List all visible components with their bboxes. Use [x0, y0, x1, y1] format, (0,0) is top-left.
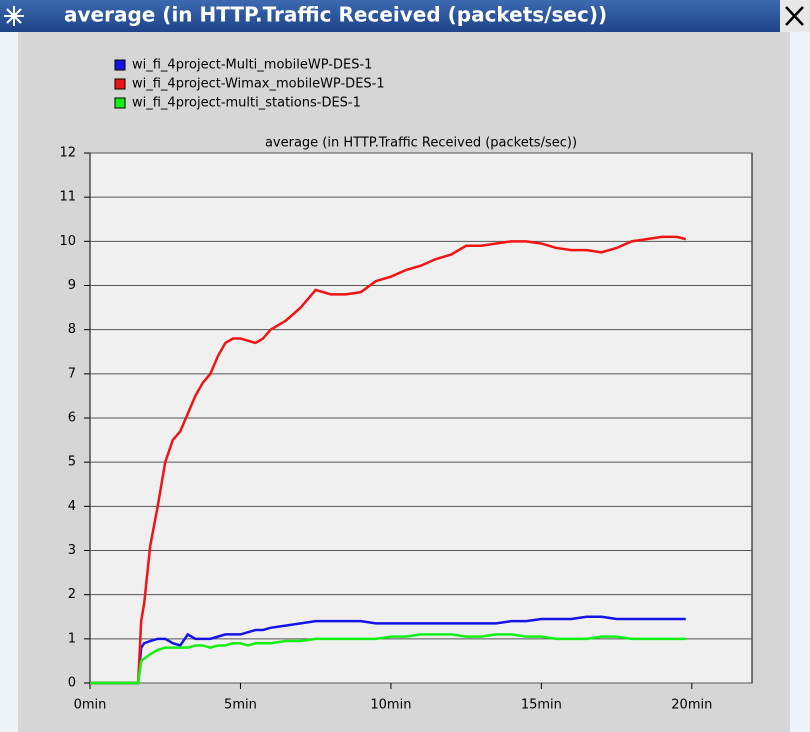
- legend-swatch: [114, 97, 126, 109]
- window-title: average (in HTTP.Traffic Received (packe…: [64, 3, 607, 27]
- legend-swatch: [114, 59, 126, 71]
- data-line: [90, 633, 686, 685]
- close-icon[interactable]: [785, 6, 804, 26]
- y-tick-label: 6: [68, 411, 76, 426]
- y-tick-label: 5: [68, 455, 76, 470]
- y-tick-label: 0: [68, 676, 76, 691]
- legend-swatch: [114, 78, 126, 90]
- x-tick-label: 10min: [370, 698, 411, 713]
- window-icon: [4, 6, 24, 26]
- y-tick-label: 2: [68, 587, 76, 602]
- legend-label: wi_fi_4project-Multi_mobileWP-DES-1: [132, 58, 372, 73]
- y-tick-label: 11: [59, 190, 76, 205]
- title-bar: [0, 0, 780, 32]
- y-tick-label: 9: [68, 278, 76, 293]
- x-tick-label: 20min: [671, 698, 712, 713]
- legend-label: wi_fi_4project-multi_stations-DES-1: [132, 96, 361, 111]
- x-tick-label: 0min: [74, 698, 107, 713]
- y-tick-label: 10: [59, 234, 76, 249]
- plot-title: average (in HTTP.Traffic Received (packe…: [265, 136, 577, 151]
- y-tick-label: 1: [68, 631, 76, 646]
- x-tick-label: 5min: [224, 698, 257, 713]
- legend-label: wi_fi_4project-Wimax_mobileWP-DES-1: [132, 77, 385, 92]
- y-tick-label: 4: [68, 499, 76, 514]
- y-tick-label: 7: [68, 366, 76, 381]
- y-tick-label: 8: [68, 322, 76, 337]
- y-tick-label: 3: [68, 543, 76, 558]
- data-line: [90, 235, 687, 685]
- y-tick-label: 12: [59, 146, 76, 161]
- x-tick-label: 15min: [521, 698, 562, 713]
- data-line: [90, 615, 686, 685]
